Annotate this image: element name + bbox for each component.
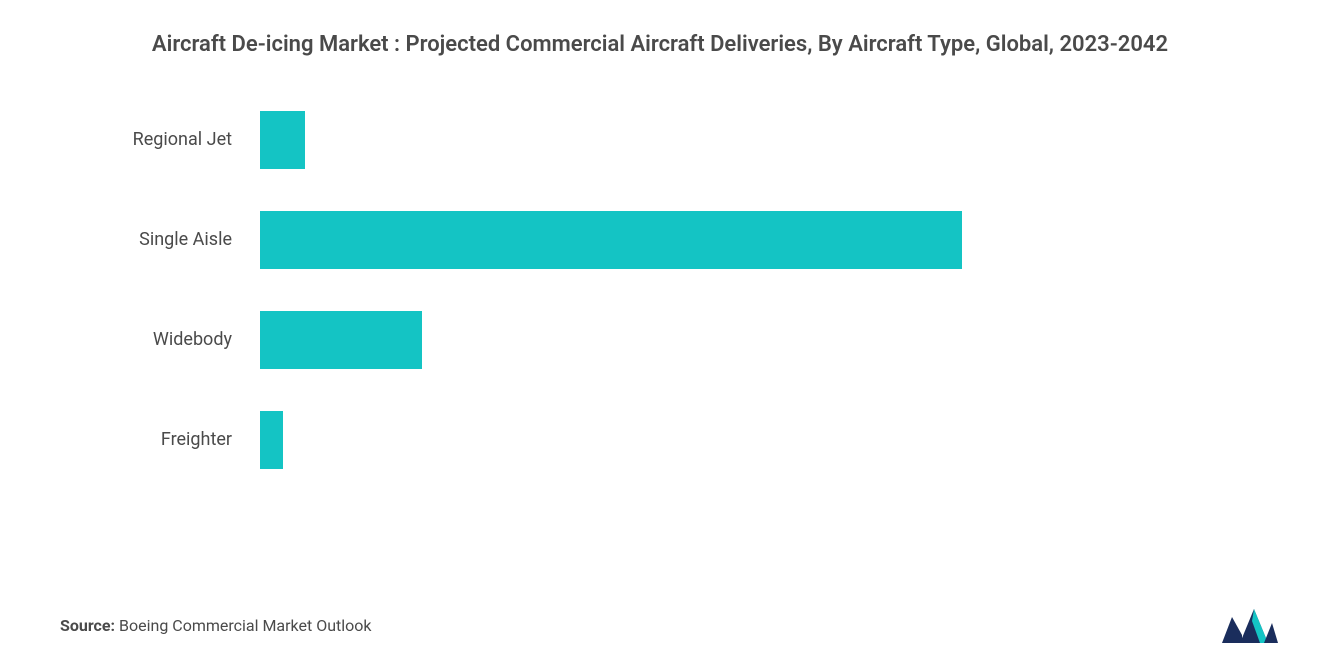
source-text: Boeing Commercial Market Outlook (119, 616, 372, 635)
bar-label: Regional Jet (60, 129, 250, 150)
bar-fill (260, 411, 283, 469)
bar-row: Widebody (260, 311, 1160, 369)
bar-fill (260, 311, 422, 369)
bar-row: Single Aisle (260, 211, 1160, 269)
bars-area: Regional Jet Single Aisle Widebody Freighte… (60, 111, 1260, 469)
bar-label: Widebody (60, 329, 250, 350)
brand-logo (1220, 605, 1280, 645)
bar-fill (260, 211, 962, 269)
mordor-logo-icon (1220, 605, 1280, 645)
chart-container: Aircraft De-icing Market : Projected Com… (0, 0, 1320, 665)
bar-fill (260, 111, 305, 169)
bar-row: Freighter (260, 411, 1160, 469)
bar-label: Single Aisle (60, 229, 250, 250)
source-label: Source: (60, 616, 115, 635)
bar-row: Regional Jet (260, 111, 1160, 169)
bar-track (260, 411, 1160, 469)
bar-track (260, 211, 1160, 269)
chart-title: Aircraft De-icing Market : Projected Com… (60, 30, 1260, 61)
bar-track (260, 111, 1160, 169)
bar-label: Freighter (60, 429, 250, 450)
bar-track (260, 311, 1160, 369)
source-line: Source: Boeing Commercial Market Outlook (60, 616, 372, 635)
